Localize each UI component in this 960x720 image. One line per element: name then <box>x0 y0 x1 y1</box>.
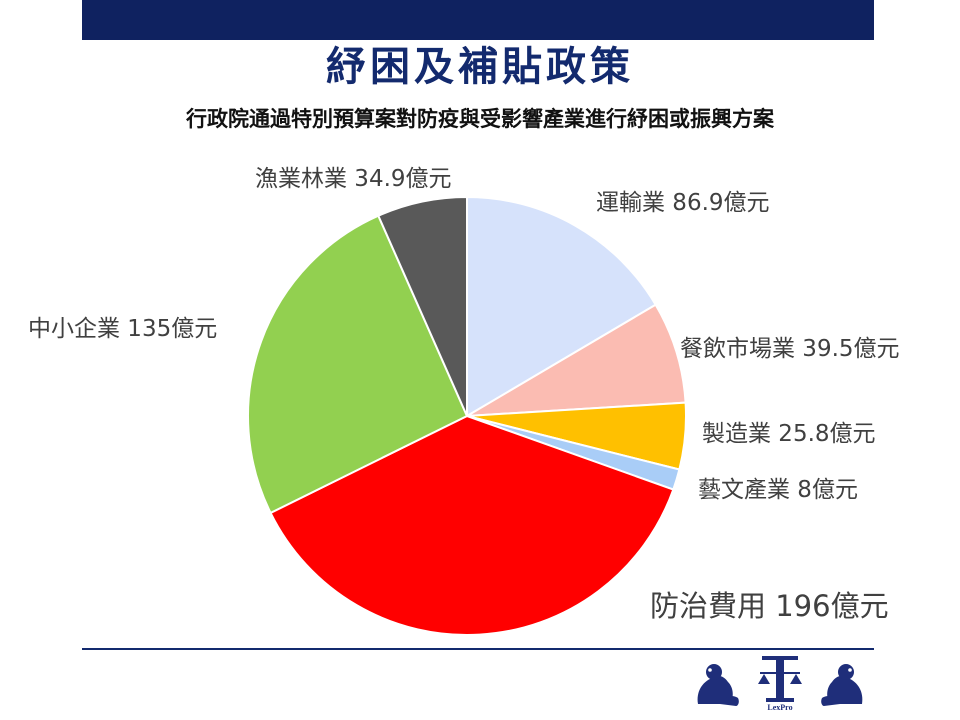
slide-subtitle: 行政院通過特別預算案對防疫與受影響產業進行紓困或振興方案 <box>186 107 774 131</box>
pie-label-4: 藝文產業 8億元 <box>698 477 858 503</box>
scales-icon <box>758 656 802 702</box>
slide-title: 紓困及補貼政策 <box>326 43 634 90</box>
pie-label-7: 漁業林業 34.9億元 <box>255 166 452 192</box>
footer-divider <box>82 648 874 650</box>
pie-slice-7 <box>377 195 468 417</box>
pie-label-6: 中小企業 135億元 <box>28 316 217 342</box>
lexpro-logo: LexPro <box>697 656 863 712</box>
header-bar <box>82 0 874 40</box>
pie-label-1: 運輸業 86.9億元 <box>596 190 770 216</box>
pie-slice-1 <box>466 195 657 418</box>
pie-slice-2 <box>466 303 687 417</box>
pie-label-2: 餐飲市場業 39.5億元 <box>680 336 900 362</box>
lion-icon <box>697 664 739 706</box>
logo-text: LexPro <box>767 703 792 712</box>
pie-slice-6 <box>247 214 469 515</box>
pie-label-3: 製造業 25.8億元 <box>702 421 876 447</box>
pie-label-5: 防治費用 196億元 <box>650 589 889 623</box>
lion-icon <box>821 664 863 706</box>
pie-slice-5 <box>269 414 675 636</box>
